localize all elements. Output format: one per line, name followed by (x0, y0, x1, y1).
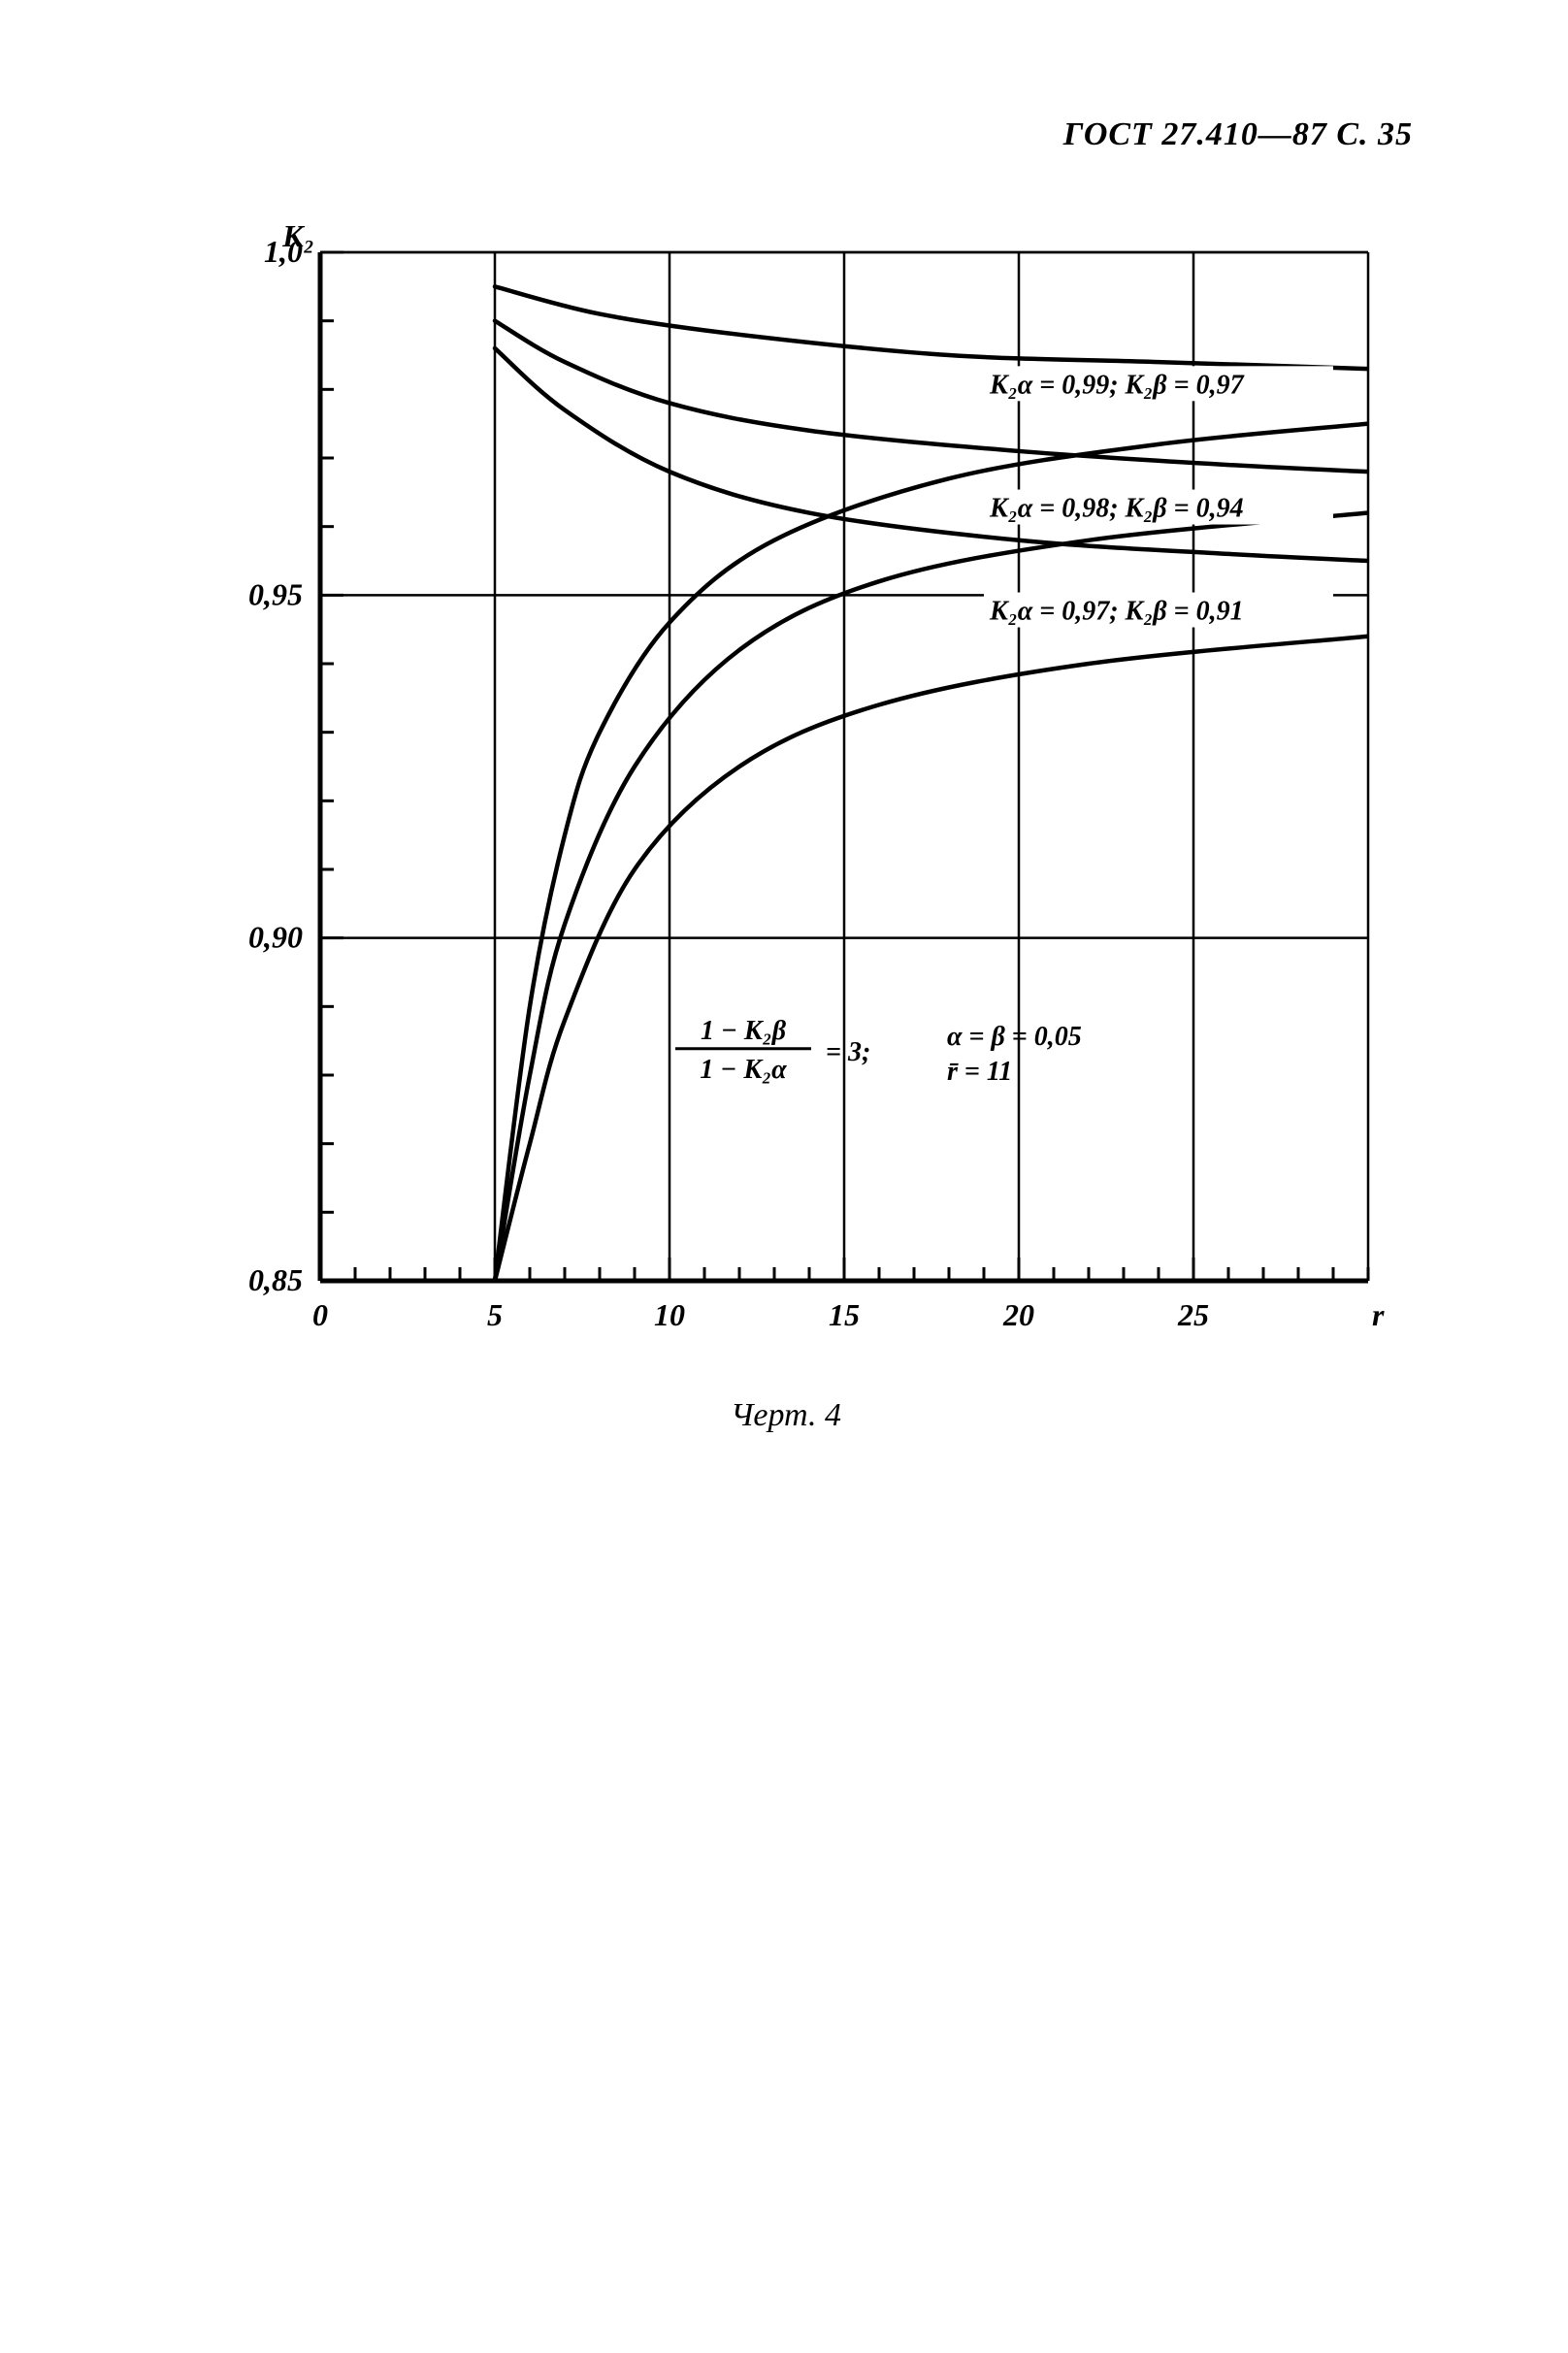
formula-params-2: r̄ = 11 (947, 1057, 1012, 1087)
x-tick-label: 25 (1177, 1297, 1209, 1332)
figure-caption: Черт. 4 (155, 1397, 1417, 1434)
formula-numerator: 1 − К₂β (701, 1016, 787, 1046)
x-tick-label: 15 (829, 1297, 860, 1332)
curve-annotation: К₂α = 0,99; К₂β = 0,97 (989, 370, 1245, 400)
formula-equals: = 3; (826, 1037, 870, 1067)
curve-annotation: К₂α = 0,97; К₂β = 0,91 (989, 597, 1244, 627)
page-header: ГОСТ 27.410—87 С. 35 (1063, 116, 1413, 153)
y-axis-title: К₂ (281, 223, 314, 253)
curve-annotation: К₂α = 0,98; К₂β = 0,94 (989, 494, 1244, 524)
x-axis-title: r (1372, 1297, 1385, 1332)
chart-svg: 05101520250,850,900,951,0К₂rК₂α = 0,99; … (155, 223, 1417, 1368)
y-tick-label: 0,85 (248, 1262, 303, 1297)
formula-denominator: 1 − К₂α (700, 1055, 787, 1085)
x-tick-label: 10 (654, 1297, 685, 1332)
chart-container: 05101520250,850,900,951,0К₂rК₂α = 0,99; … (155, 223, 1417, 1434)
y-tick-label: 0,95 (248, 576, 303, 611)
formula-params-1: α = β = 0,05 (947, 1022, 1082, 1052)
x-tick-label: 20 (1002, 1297, 1034, 1332)
y-tick-label: 0,90 (248, 920, 303, 955)
x-tick-label: 0 (312, 1297, 328, 1332)
x-tick-label: 5 (487, 1297, 503, 1332)
